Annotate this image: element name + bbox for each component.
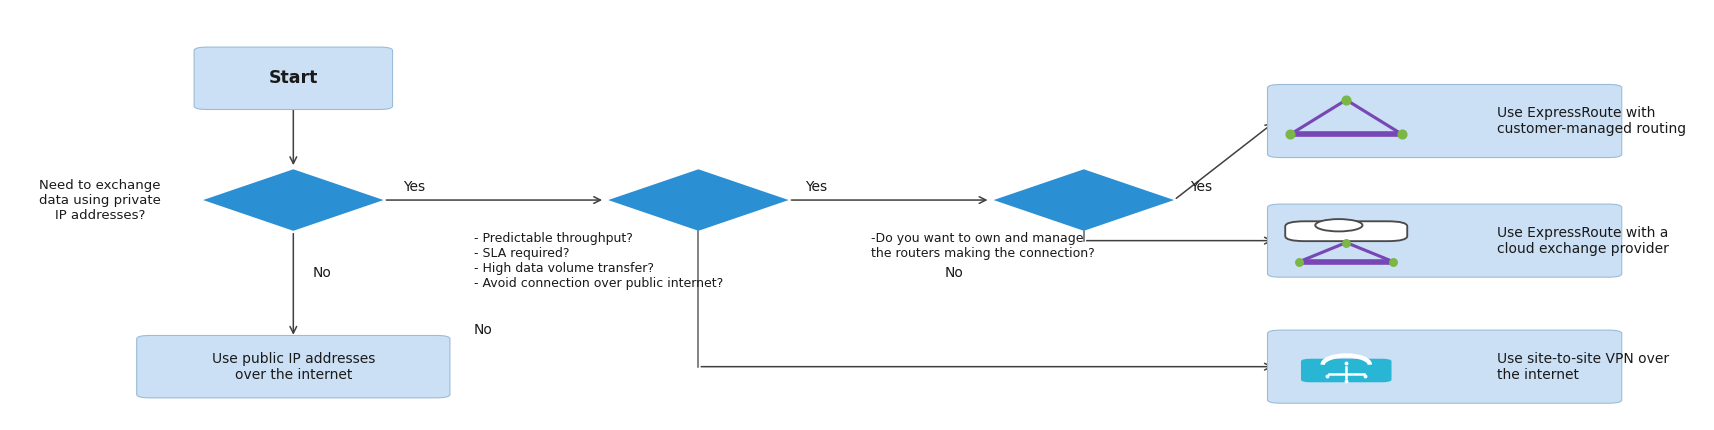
Circle shape: [1315, 219, 1361, 231]
FancyBboxPatch shape: [137, 335, 449, 398]
Text: Yes: Yes: [804, 180, 826, 194]
Text: Yes: Yes: [403, 180, 425, 194]
FancyBboxPatch shape: [1267, 84, 1621, 157]
Text: -Do you want to own and manage
the routers making the connection?: -Do you want to own and manage the route…: [871, 232, 1094, 260]
Text: Use site-to-site VPN over
the internet: Use site-to-site VPN over the internet: [1496, 352, 1668, 382]
FancyBboxPatch shape: [1301, 359, 1390, 382]
Text: Yes: Yes: [1190, 180, 1212, 194]
Text: Use public IP addresses
over the internet: Use public IP addresses over the interne…: [211, 352, 375, 382]
Text: Use ExpressRoute with
customer-managed routing: Use ExpressRoute with customer-managed r…: [1496, 106, 1685, 136]
FancyBboxPatch shape: [194, 47, 393, 110]
Polygon shape: [992, 169, 1174, 231]
FancyBboxPatch shape: [1267, 330, 1621, 403]
Text: Use ExpressRoute with a
cloud exchange provider: Use ExpressRoute with a cloud exchange p…: [1496, 225, 1668, 256]
Text: No: No: [473, 323, 492, 338]
Text: No: No: [314, 266, 333, 280]
FancyBboxPatch shape: [1284, 221, 1407, 241]
Polygon shape: [608, 169, 788, 231]
Text: No: No: [944, 266, 963, 280]
FancyBboxPatch shape: [1267, 204, 1621, 277]
Text: Start: Start: [269, 69, 317, 87]
Polygon shape: [202, 169, 384, 231]
Text: Need to exchange
data using private
IP addresses?: Need to exchange data using private IP a…: [39, 178, 161, 221]
Text: - Predictable throughput?
- SLA required?
- High data volume transfer?
- Avoid c: - Predictable throughput? - SLA required…: [473, 232, 723, 290]
